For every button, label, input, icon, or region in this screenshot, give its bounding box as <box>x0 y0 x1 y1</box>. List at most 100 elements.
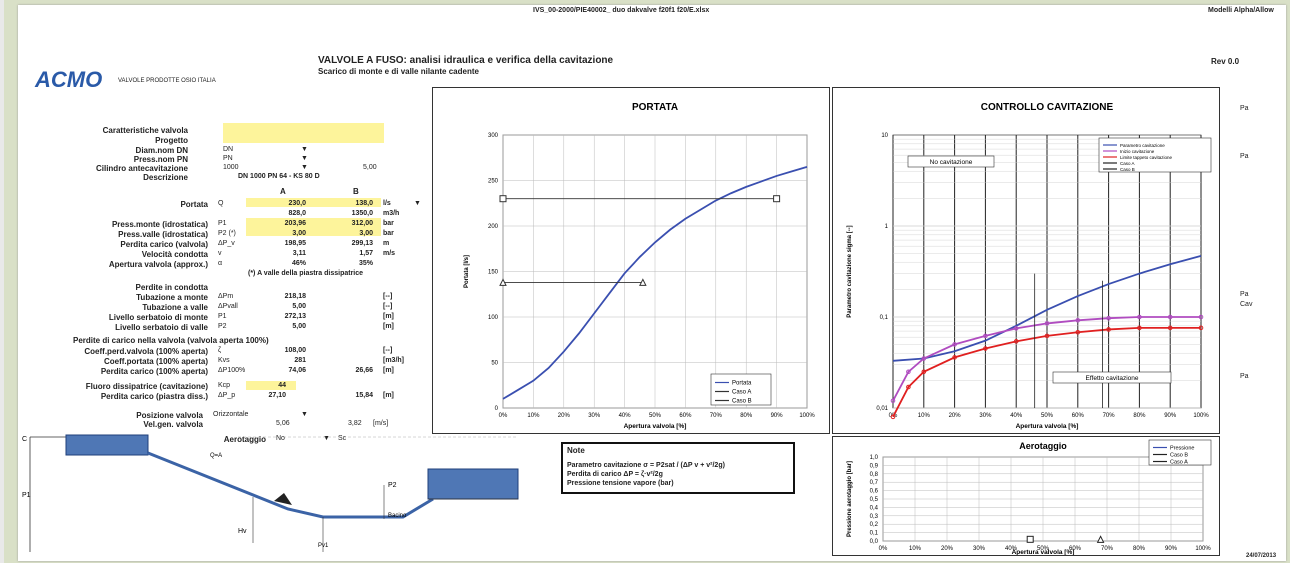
x-tick-label: 100% <box>1193 413 1209 419</box>
aeration-dropdown[interactable]: ▼ <box>323 435 330 442</box>
page-title: VALVOLE A FUSO: analisi idraulica e veri… <box>318 55 614 66</box>
velocity-a: 5,06 <box>276 420 290 427</box>
legend-entry: Caso A <box>1120 161 1135 166</box>
hydraulic-unit: m <box>383 240 390 247</box>
hydraulic-value-a: 198,95 <box>284 240 306 247</box>
right-label-1: Pa <box>1240 105 1249 112</box>
position-dropdown[interactable]: ▼ <box>301 411 308 418</box>
x-tick-label: 30% <box>973 546 986 552</box>
label-project: Progetto <box>155 136 188 145</box>
pipe-label: Tubazione a valle <box>142 303 208 312</box>
aeration-value: No <box>276 435 285 442</box>
y-tick-label: 1,0 <box>870 455 879 461</box>
y-tick-label: 0 <box>495 406 499 412</box>
hydraulic-label: Press.valle (idrostatica) <box>118 230 208 239</box>
x-tick-label: 90% <box>771 413 784 419</box>
aeration-chart-panel: Aerotaggio 0% 10% 20% 30% 40% 50% 60% 70% 80% 90% 1… <box>832 436 1220 556</box>
y-tick-label: 0,5 <box>870 497 879 503</box>
hydraulic-value-b: 3,00 <box>359 230 373 237</box>
hydraulic-symbol: P2 (*) <box>218 230 236 237</box>
pipe-label: Perdite in condotta <box>135 283 208 292</box>
hydraulic-symbol: Q <box>218 200 224 207</box>
x-tick-label: 90% <box>1164 413 1177 419</box>
x-axis-label: Apertura valvola [%] <box>1016 423 1079 430</box>
series-line-portata <box>502 165 808 400</box>
hydraulic-value-b: 1,57 <box>359 250 373 257</box>
pipe-unit: [m] <box>383 313 394 320</box>
legend-entry: Parametro cavitazione <box>1120 143 1165 148</box>
x-tick-label: 50% <box>1037 546 1050 552</box>
portata-chart: PORTATA 0% 10% 20% 30% 40% 50% 60% 70% 80% 90% 100%… <box>464 102 815 430</box>
plate-value-b: 15,84 <box>355 392 373 399</box>
x-tick-label: 30% <box>588 413 601 419</box>
sheet-tab-label[interactable]: Modelli Alpha/Allow <box>1208 7 1274 14</box>
pipe-unit: [--] <box>383 303 393 310</box>
plate-label: Perdita carico (piastra diss.) <box>100 392 208 401</box>
label-pn: Press.nom PN <box>133 155 188 164</box>
pipe-symbol: P2 <box>218 323 227 330</box>
y-tick-label: 250 <box>488 179 499 185</box>
description-value: DN 1000 PN 64 - KS 80 D <box>238 173 320 180</box>
y-tick-label: 1 <box>885 224 889 230</box>
y-tick-label: 300 <box>488 133 499 139</box>
x-tick-label: 70% <box>1101 546 1114 552</box>
data-point <box>890 414 896 420</box>
data-point <box>1044 321 1050 326</box>
formula-note: Note Parametro cavitazione σ = P2sat / (… <box>561 442 795 494</box>
flow-unit-dropdown[interactable]: ▼ <box>414 200 421 207</box>
x-tick-label: 40% <box>1010 413 1023 419</box>
x-tick-label: 80% <box>1133 546 1146 552</box>
x-tick-label: 40% <box>1005 546 1018 552</box>
label-description: Descrizione <box>143 173 188 182</box>
pipe-label: Livello serbatoio di valle <box>115 323 208 332</box>
legend-entry: Inizio cavitazione <box>1120 149 1155 154</box>
hydraulic-value-a: 3,11 <box>292 250 306 257</box>
right-label-3: Pa <box>1240 291 1249 298</box>
hydraulic-label: Portata <box>180 200 208 209</box>
cavitation-chart-panel: CONTROLLO CAVITAZIONE 0% 10% 20% 30% 40% 50% 60… <box>832 87 1220 434</box>
velocity-b: 3,82 <box>348 420 362 427</box>
hydraulic-symbol: v <box>218 250 222 257</box>
flow-input[interactable] <box>246 198 381 207</box>
dn-dropdown[interactable]: ▼ <box>301 146 308 153</box>
hydraulic-symbol: P1 <box>218 220 227 227</box>
plate-value-a: 44 <box>278 382 286 389</box>
p1-input[interactable] <box>246 218 381 227</box>
valve-loss-label: Coeff.perd.valvola (100% aperta) <box>84 347 208 356</box>
p2-input[interactable] <box>246 227 381 236</box>
label-valve-features: Caratteristiche valvola <box>102 126 188 135</box>
label-velocity: Vel.gen. valvola <box>143 420 203 429</box>
data-point <box>983 346 988 351</box>
project-input[interactable] <box>223 123 384 143</box>
pipe-symbol: ΔPvall <box>218 303 238 310</box>
hydraulic-unit: m/s <box>383 250 396 257</box>
cylinder-dropdown[interactable]: ▼ <box>301 164 308 171</box>
x-tick-label: 10% <box>527 413 540 419</box>
pipe-label: Tubazione a monte <box>136 293 208 302</box>
pn-dropdown[interactable]: ▼ <box>301 155 308 162</box>
hydraulic-value-b: 299,13 <box>351 240 373 247</box>
x-tick-label: 40% <box>619 413 632 419</box>
valve-loss-symbol: Kvs <box>218 357 230 364</box>
y-tick-label: 0,1 <box>870 531 879 537</box>
pipe-value: 5,00 <box>292 323 306 330</box>
y-tick-label: 10 <box>881 133 888 139</box>
valve-loss-unit: [--] <box>383 347 393 354</box>
data-point <box>983 333 988 339</box>
data-point <box>921 356 927 361</box>
right-label-2: Pa <box>1240 153 1249 160</box>
legend <box>1148 439 1212 466</box>
data-point <box>1044 333 1050 339</box>
x-tick-label: 100% <box>799 413 815 419</box>
aeration-b: Sc <box>338 435 347 442</box>
hydraulic-value-a: 203,96 <box>284 220 306 227</box>
data-point <box>906 384 911 390</box>
hydraulic-value-a: 46% <box>291 260 306 267</box>
series-line-parametro-cavitazione <box>892 254 1202 362</box>
worksheet: IVS_00-2000/PIE40002_ duo dakvalve f20f1… <box>18 5 1286 561</box>
label-p1: P1 <box>22 492 31 499</box>
x-tick-label: 20% <box>941 546 954 552</box>
note-downstream: (*) A valle della piastra dissipatrice <box>248 270 364 277</box>
valve-loss-unit: [m] <box>383 367 394 374</box>
plate-input[interactable] <box>246 381 296 390</box>
